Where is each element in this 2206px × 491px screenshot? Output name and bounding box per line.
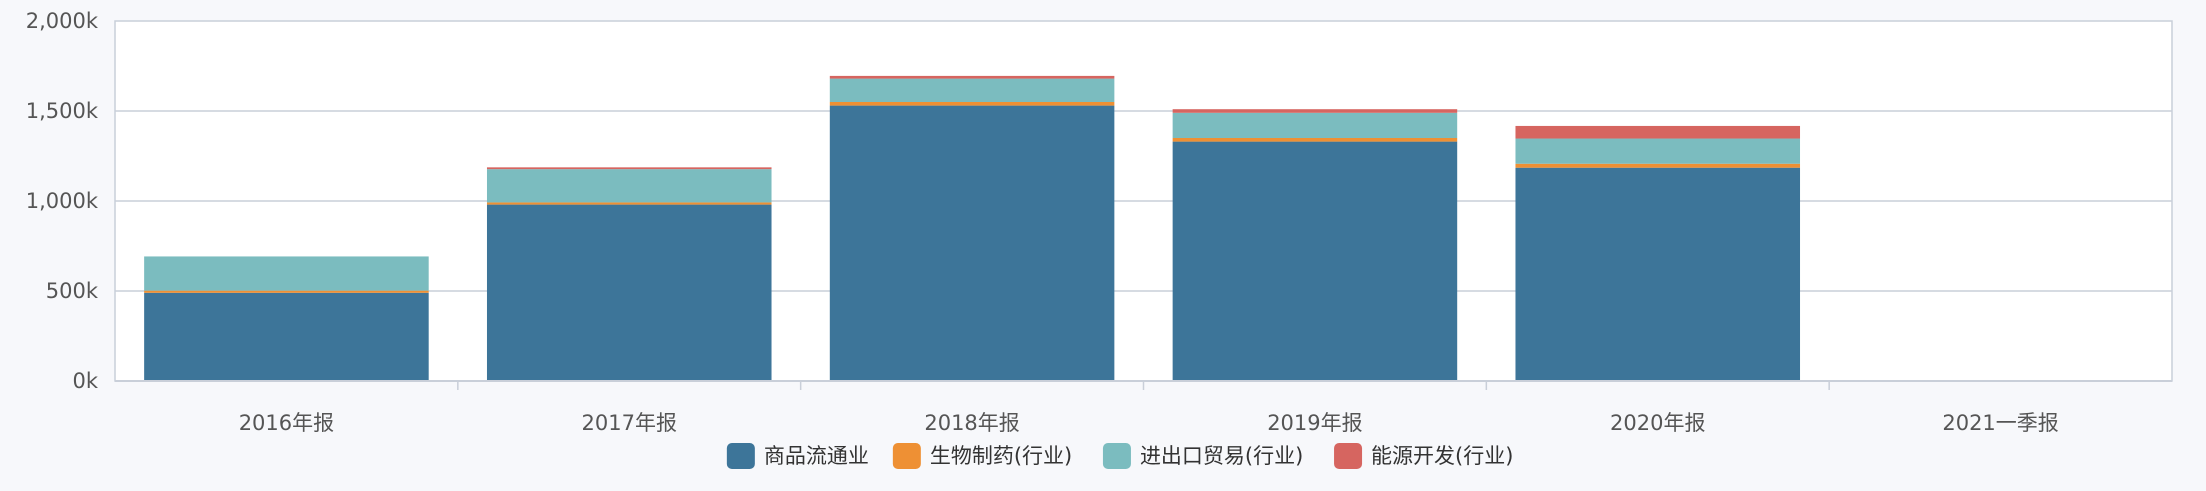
y-tick-label: 1,500k — [26, 99, 99, 123]
legend-label: 生物制药(行业) — [930, 444, 1072, 468]
bar-segment — [1515, 125, 1801, 139]
bar-segment — [486, 169, 772, 203]
y-tick-label: 500k — [46, 279, 99, 303]
x-tick-label: 2017年报 — [582, 411, 677, 435]
x-tick-label: 2020年报 — [1610, 411, 1705, 435]
bar-segment — [1172, 141, 1458, 381]
bars-layer — [144, 75, 1801, 381]
bar-segment — [829, 78, 1115, 102]
grid-layer — [114, 20, 2173, 382]
x-tick-label: 2018年报 — [924, 411, 1019, 435]
bar-segment — [1515, 138, 1801, 164]
bar-segment — [1172, 112, 1458, 138]
bar-segment — [1515, 167, 1801, 381]
bar-segment — [829, 102, 1115, 106]
bar-segment — [1515, 163, 1801, 168]
bar-segment — [486, 202, 772, 205]
axis-layer: 0k 500k 1,000k 1,500k 2,000k 2016年报 2017年报 2018… — [26, 9, 2172, 435]
bar-segment — [829, 75, 1115, 79]
bar-segment — [486, 204, 772, 381]
y-tick-label: 1,000k — [26, 189, 99, 213]
bar-segment — [144, 256, 429, 291]
x-tick-label: 2019年报 — [1267, 411, 1362, 435]
bar-segment — [829, 105, 1115, 381]
bar-segment — [1172, 109, 1458, 113]
bar-segment — [1172, 138, 1458, 142]
bar-segment — [144, 290, 429, 293]
legend-label: 能源开发(行业) — [1371, 444, 1513, 468]
legend-swatch — [1102, 443, 1131, 469]
legend-label: 商品流通业 — [764, 444, 869, 468]
x-tick-label: 2016年报 — [239, 411, 334, 435]
legend-swatch — [1334, 443, 1363, 469]
y-tick-label: 0k — [72, 369, 98, 393]
bar-segment — [486, 167, 772, 170]
legend-label: 进出口贸易(行业) — [1140, 444, 1303, 468]
legend-swatch — [892, 443, 921, 469]
legend-swatch — [726, 443, 755, 469]
y-tick-label: 2,000k — [26, 9, 99, 33]
bar-segment — [144, 292, 429, 381]
x-tick-label: 2021一季报 — [1942, 411, 2058, 435]
legend: 商品流通业 生物制药(行业) 进出口贸易(行业) 能源开发(行业) — [726, 443, 1513, 469]
